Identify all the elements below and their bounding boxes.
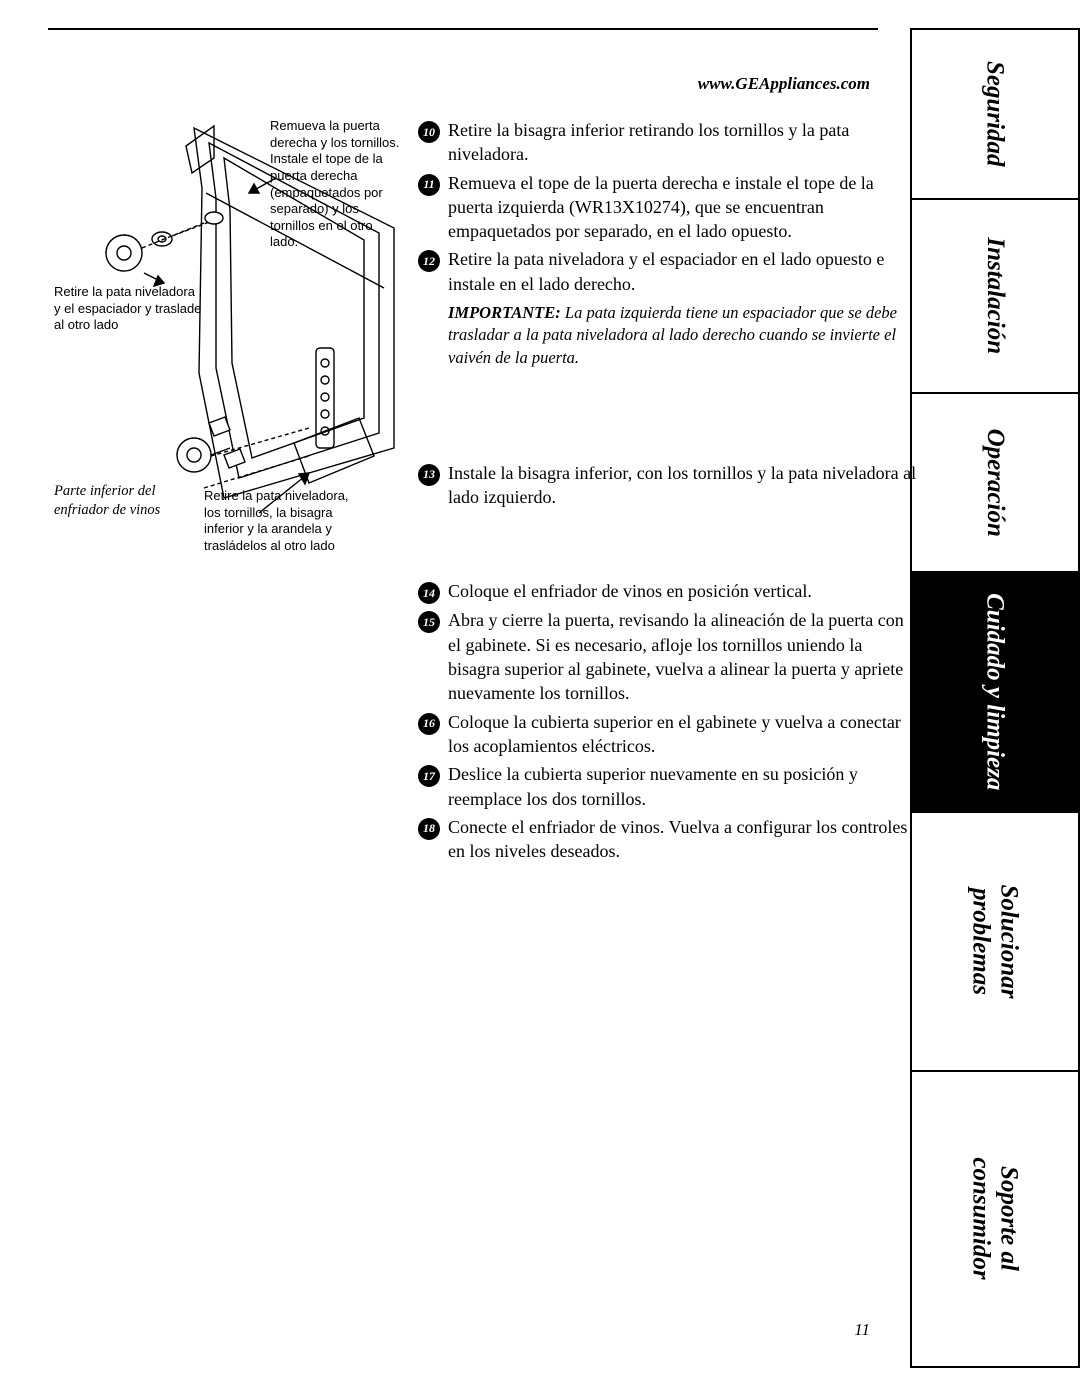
- instruction-column: 10 Retire la bisagra inferior retirando l…: [418, 118, 918, 867]
- step-text: Instale la bisagra inferior, con los tor…: [448, 461, 918, 510]
- tab-seguridad[interactable]: Seguridad: [912, 30, 1078, 200]
- step-number-badge: 10: [418, 121, 440, 143]
- tab-label: Seguridad: [981, 61, 1009, 167]
- steps-block-3: 14 Coloque el enfriador de vinos en posic…: [418, 579, 918, 863]
- step-text: Coloque el enfriador de vinos en posició…: [448, 579, 918, 603]
- step-text: Deslice la cubierta superior nuevamente …: [448, 762, 918, 811]
- tab-cuidado-limpieza[interactable]: Cuidado y limpieza: [912, 573, 1078, 812]
- header-url: www.GEAppliances.com: [698, 74, 870, 94]
- step-text: Retire la pata niveladora y el espaciado…: [448, 247, 918, 296]
- page-border: www.GEAppliances.com: [48, 28, 878, 1368]
- step-text: Retire la bisagra inferior retirando los…: [448, 118, 918, 167]
- step-number-badge: 18: [418, 818, 440, 840]
- tab-solucionar-problemas[interactable]: Solucionarproblemas: [912, 813, 1078, 1072]
- tab-label: Cuidado y limpieza: [981, 593, 1009, 790]
- steps-block-2: 13 Instale la bisagra inferior, con los t…: [418, 461, 918, 510]
- step-number-badge: 16: [418, 713, 440, 735]
- step-row: 13 Instale la bisagra inferior, con los t…: [418, 461, 918, 510]
- step-row: 15 Abra y cierre la puerta, revisando la …: [418, 608, 918, 705]
- step-number-badge: 14: [418, 582, 440, 604]
- callout-bottom-mid: Retire la pata niveladora, los tornillos…: [204, 488, 354, 555]
- tab-soporte-consumidor[interactable]: Soporte alconsumidor: [912, 1072, 1078, 1366]
- step-text: Abra y cierre la puerta, revisando la al…: [448, 608, 918, 705]
- step-row: 16 Coloque la cubierta superior en el gab…: [418, 710, 918, 759]
- step-row: 14 Coloque el enfriador de vinos en posic…: [418, 579, 918, 604]
- step-text: Conecte el enfriador de vinos. Vuelva a …: [448, 815, 918, 864]
- step-number-badge: 11: [418, 174, 440, 196]
- step-text: Remueva el tope de la puerta derecha e i…: [448, 171, 918, 244]
- important-note: IMPORTANTE: La pata izquierda tiene un e…: [448, 302, 918, 369]
- step-number-badge: 12: [418, 250, 440, 272]
- callout-mid-left: Retire la pata niveladora y el espaciado…: [54, 284, 204, 334]
- step-text: Coloque la cubierta superior en el gabin…: [448, 710, 918, 759]
- technical-diagram: Remueva la puerta derecha y los tornillo…: [54, 118, 404, 578]
- step-number-badge: 15: [418, 611, 440, 633]
- step-row: 11 Remueva el tope de la puerta derecha e…: [418, 171, 918, 244]
- step-number-badge: 13: [418, 464, 440, 486]
- callout-bottom-left-label: Parte inferior del enfriador de vinos: [54, 482, 164, 519]
- callout-top-right: Remueva la puerta derecha y los tornillo…: [270, 118, 400, 251]
- tab-label: Solucionarproblemas: [968, 884, 1023, 998]
- step-number-badge: 17: [418, 765, 440, 787]
- page-number: 11: [854, 1320, 870, 1340]
- tab-operacion[interactable]: Operación: [912, 394, 1078, 573]
- important-label: IMPORTANTE:: [448, 303, 561, 322]
- tab-label: Soporte alconsumidor: [967, 1158, 1022, 1280]
- tab-instalacion[interactable]: Instalación: [912, 200, 1078, 394]
- step-row: 10 Retire la bisagra inferior retirando l…: [418, 118, 918, 167]
- side-tabs: Seguridad Instalación Operación Cuidado …: [910, 28, 1080, 1368]
- tab-label: Operación: [981, 428, 1009, 536]
- steps-block-1: 10 Retire la bisagra inferior retirando l…: [418, 118, 918, 369]
- step-row: 17 Deslice la cubierta superior nuevament…: [418, 762, 918, 811]
- tab-label: Instalación: [981, 237, 1009, 354]
- step-row: 12 Retire la pata niveladora y el espacia…: [418, 247, 918, 296]
- step-row: 18 Conecte el enfriador de vinos. Vuelva …: [418, 815, 918, 864]
